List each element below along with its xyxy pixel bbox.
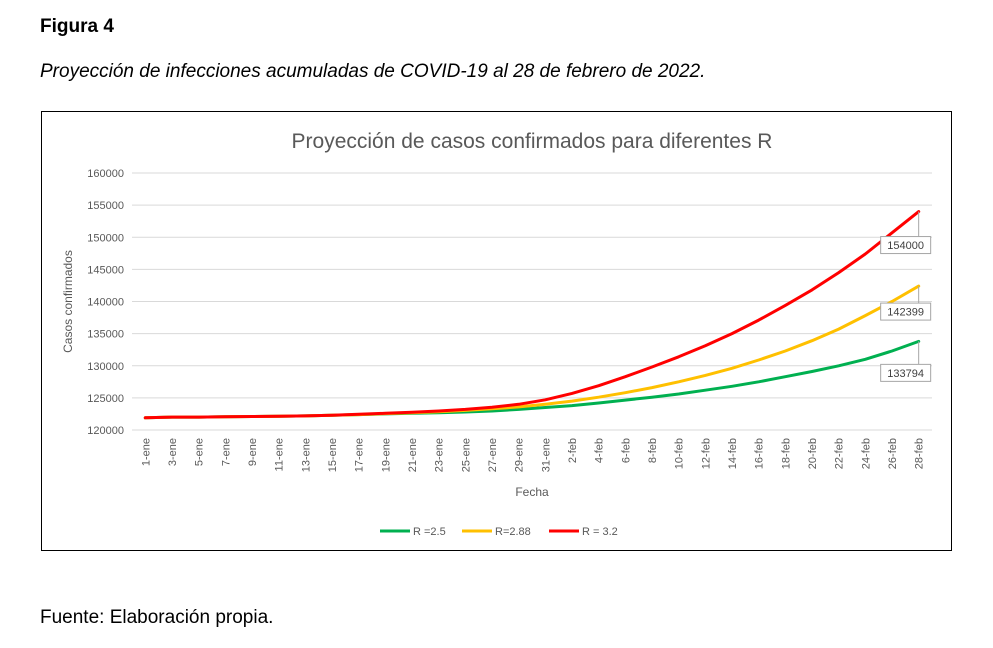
x-tick-label-19: 8-feb (647, 438, 659, 463)
x-tick-label-28: 26-feb (887, 438, 899, 469)
series-line-2 (143, 210, 921, 420)
x-tick-label-25: 20-feb (807, 438, 819, 469)
x-tick-label-6: 13-ene (300, 438, 312, 472)
y-tick-label-0: 120000 (87, 425, 124, 437)
y-tick-label-8: 160000 (87, 168, 124, 180)
data-label-2: 154000 (887, 240, 924, 252)
x-tick-label-21: 12-feb (700, 438, 712, 469)
x-tick-label-16: 2-feb (567, 438, 579, 463)
data-label-box-0 (880, 363, 932, 382)
x-tick-label-12: 25-ene (460, 438, 472, 472)
y-axis-title: Casos confirmados (61, 250, 75, 353)
x-tick-label-0: 1-ene (140, 438, 152, 466)
y-tick-label-4: 140000 (87, 297, 124, 309)
chart-frame: Proyección de casos confirmados para dif… (41, 111, 952, 551)
y-tick-label-1: 125000 (87, 393, 124, 405)
x-tick-label-20: 10-feb (674, 438, 686, 469)
x-tick-label-18: 6-feb (620, 438, 632, 463)
legend-entry-0: R =2.5 (413, 526, 446, 538)
x-tick-label-24: 18-feb (780, 438, 792, 469)
x-tick-label-7: 15-ene (327, 438, 339, 472)
y-tick-label-5: 145000 (87, 264, 124, 276)
x-tick-label-2: 5-ene (194, 438, 206, 466)
source-note: Fuente: Elaboración propia. (40, 607, 274, 628)
x-tick-label-9: 19-ene (380, 438, 392, 472)
x-tick-label-23: 16-feb (754, 438, 766, 469)
x-tick-label-29: 28-feb (914, 438, 926, 469)
x-axis-title: Fecha (515, 485, 549, 499)
y-tick-label-6: 150000 (87, 232, 124, 244)
figure-caption: Proyección de infecciones acumuladas de … (40, 61, 706, 82)
data-label-1: 142399 (887, 307, 924, 319)
chart-title: Proyección de casos confirmados para dif… (292, 130, 773, 153)
x-tick-label-8: 17-ene (354, 438, 366, 472)
data-label-box-2 (880, 236, 932, 255)
x-tick-label-1: 3-ene (167, 438, 179, 466)
legend-entry-2: R = 3.2 (582, 526, 618, 538)
x-tick-label-15: 31-ene (540, 438, 552, 472)
data-label-box-1 (880, 302, 932, 321)
legend-entry-1: R=2.88 (495, 526, 531, 538)
y-tick-label-2: 130000 (87, 361, 124, 373)
line-chart: Proyección de casos confirmados para dif… (61, 130, 932, 538)
y-tick-label-7: 155000 (87, 200, 124, 212)
x-tick-label-14: 29-ene (514, 438, 526, 472)
x-tick-label-27: 24-feb (860, 438, 872, 469)
y-tick-label-3: 135000 (87, 329, 124, 341)
x-tick-label-4: 9-ene (247, 438, 259, 466)
x-tick-label-13: 27-ene (487, 438, 499, 472)
x-tick-label-22: 14-feb (727, 438, 739, 469)
x-tick-label-3: 7-ene (220, 438, 232, 466)
x-tick-label-26: 22-feb (834, 438, 846, 469)
x-tick-label-5: 11-ene (274, 438, 286, 471)
figure-label: Figura 4 (40, 16, 114, 37)
x-tick-label-10: 21-ene (407, 438, 419, 472)
x-tick-label-17: 4-feb (594, 438, 606, 463)
x-tick-label-11: 23-ene (434, 438, 446, 472)
data-label-0: 133794 (887, 368, 924, 380)
